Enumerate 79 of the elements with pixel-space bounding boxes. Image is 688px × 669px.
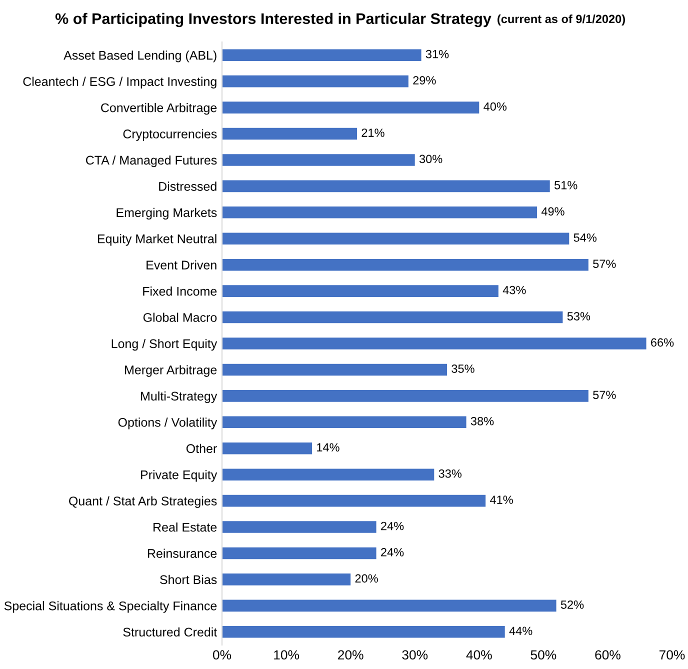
data-label: 57% [593, 390, 616, 400]
bar [222, 75, 408, 88]
bar [222, 574, 351, 586]
bar [222, 128, 357, 140]
data-label: 20% [355, 574, 378, 583]
data-label: 51% [554, 181, 578, 190]
x-tick-label: 50% [530, 650, 556, 660]
data-label: 49% [541, 207, 564, 216]
chart-title: % of Participating Investors Interested in Particular Strategy [55, 12, 492, 28]
y-tick-label: Reinsurance [148, 548, 217, 558]
y-tick-label: Options / Volatility [118, 418, 218, 430]
y-tick-label: Special Situations & Specialty Finance [4, 601, 217, 613]
data-label: 21% [362, 128, 384, 137]
bar [222, 442, 312, 454]
bar [222, 600, 556, 612]
data-label: 66% [651, 338, 674, 347]
bar [222, 180, 550, 192]
y-tick-label: Distressed [159, 182, 216, 191]
bar [222, 232, 570, 245]
bar [222, 416, 466, 428]
y-tick-label: Cryptocurrencies [123, 129, 217, 141]
bar [222, 258, 588, 271]
bar [222, 390, 588, 402]
data-label: 54% [574, 233, 597, 242]
y-tick-label: Asset Based Lending (ABL) [64, 50, 216, 62]
y-tick-label: Convertible Arbitrage [101, 103, 217, 115]
x-tick-label: 70% [659, 650, 685, 660]
y-tick-label: Structured Credit [123, 627, 218, 637]
x-tick-label: 30% [402, 650, 428, 660]
data-label: 14% [317, 443, 340, 452]
bar [222, 468, 434, 480]
bar [222, 311, 563, 324]
y-tick-label: Merger Arbitrage [125, 365, 217, 377]
bar [222, 494, 486, 507]
data-label: 35% [452, 364, 474, 373]
bar [222, 547, 376, 560]
data-label: 29% [413, 76, 436, 84]
data-label: 44% [509, 626, 532, 636]
bar [222, 102, 480, 114]
y-tick-label: Quant / Stat Arb Strategies [69, 496, 217, 508]
data-label: 57% [593, 260, 616, 268]
data-label: 31% [426, 50, 449, 58]
bar [222, 626, 505, 638]
data-label: 52% [560, 600, 584, 609]
data-label: 43% [502, 286, 526, 294]
y-tick-label: CTA / Managed Futures [86, 155, 217, 168]
y-tick-label: Private Equity [141, 470, 218, 482]
data-label: 30% [419, 154, 442, 164]
bar [222, 285, 498, 297]
bar [222, 364, 447, 376]
data-label: 41% [490, 496, 513, 504]
bar [222, 206, 537, 218]
y-tick-label: Other [186, 444, 217, 454]
y-tick-label: Equity Market Neutral [98, 234, 216, 246]
x-tick-label: 20% [338, 650, 364, 660]
bar [222, 49, 422, 62]
data-label: 53% [567, 312, 590, 320]
y-tick-label: Fixed Income [143, 286, 217, 296]
y-tick-label: Long / Short Equity [112, 338, 218, 351]
x-tick-label: 10% [274, 650, 300, 660]
y-tick-label: Cleantech / ESG / Impact Investing [23, 76, 216, 88]
bar [222, 154, 415, 166]
y-tick-label: Multi-Strategy [141, 391, 218, 404]
y-tick-label: Global Macro [143, 312, 217, 322]
x-tick-label: 0% [212, 650, 232, 660]
bar [222, 521, 376, 533]
data-label: 24% [381, 522, 404, 530]
chart-subtitle: (current as of 9/1/2020) [498, 14, 625, 26]
bar [222, 338, 646, 350]
y-tick-label: Event Driven [146, 260, 216, 270]
data-label: 40% [484, 102, 507, 111]
y-tick-label: Short Bias [160, 574, 217, 584]
data-label: 33% [438, 469, 462, 478]
y-tick-label: Emerging Markets [116, 208, 217, 220]
x-tick-label: 40% [466, 650, 492, 660]
data-label: 38% [470, 416, 494, 426]
y-tick-label: Real Estate [154, 522, 217, 532]
data-label: 24% [381, 548, 404, 556]
x-tick-label: 60% [595, 650, 620, 660]
